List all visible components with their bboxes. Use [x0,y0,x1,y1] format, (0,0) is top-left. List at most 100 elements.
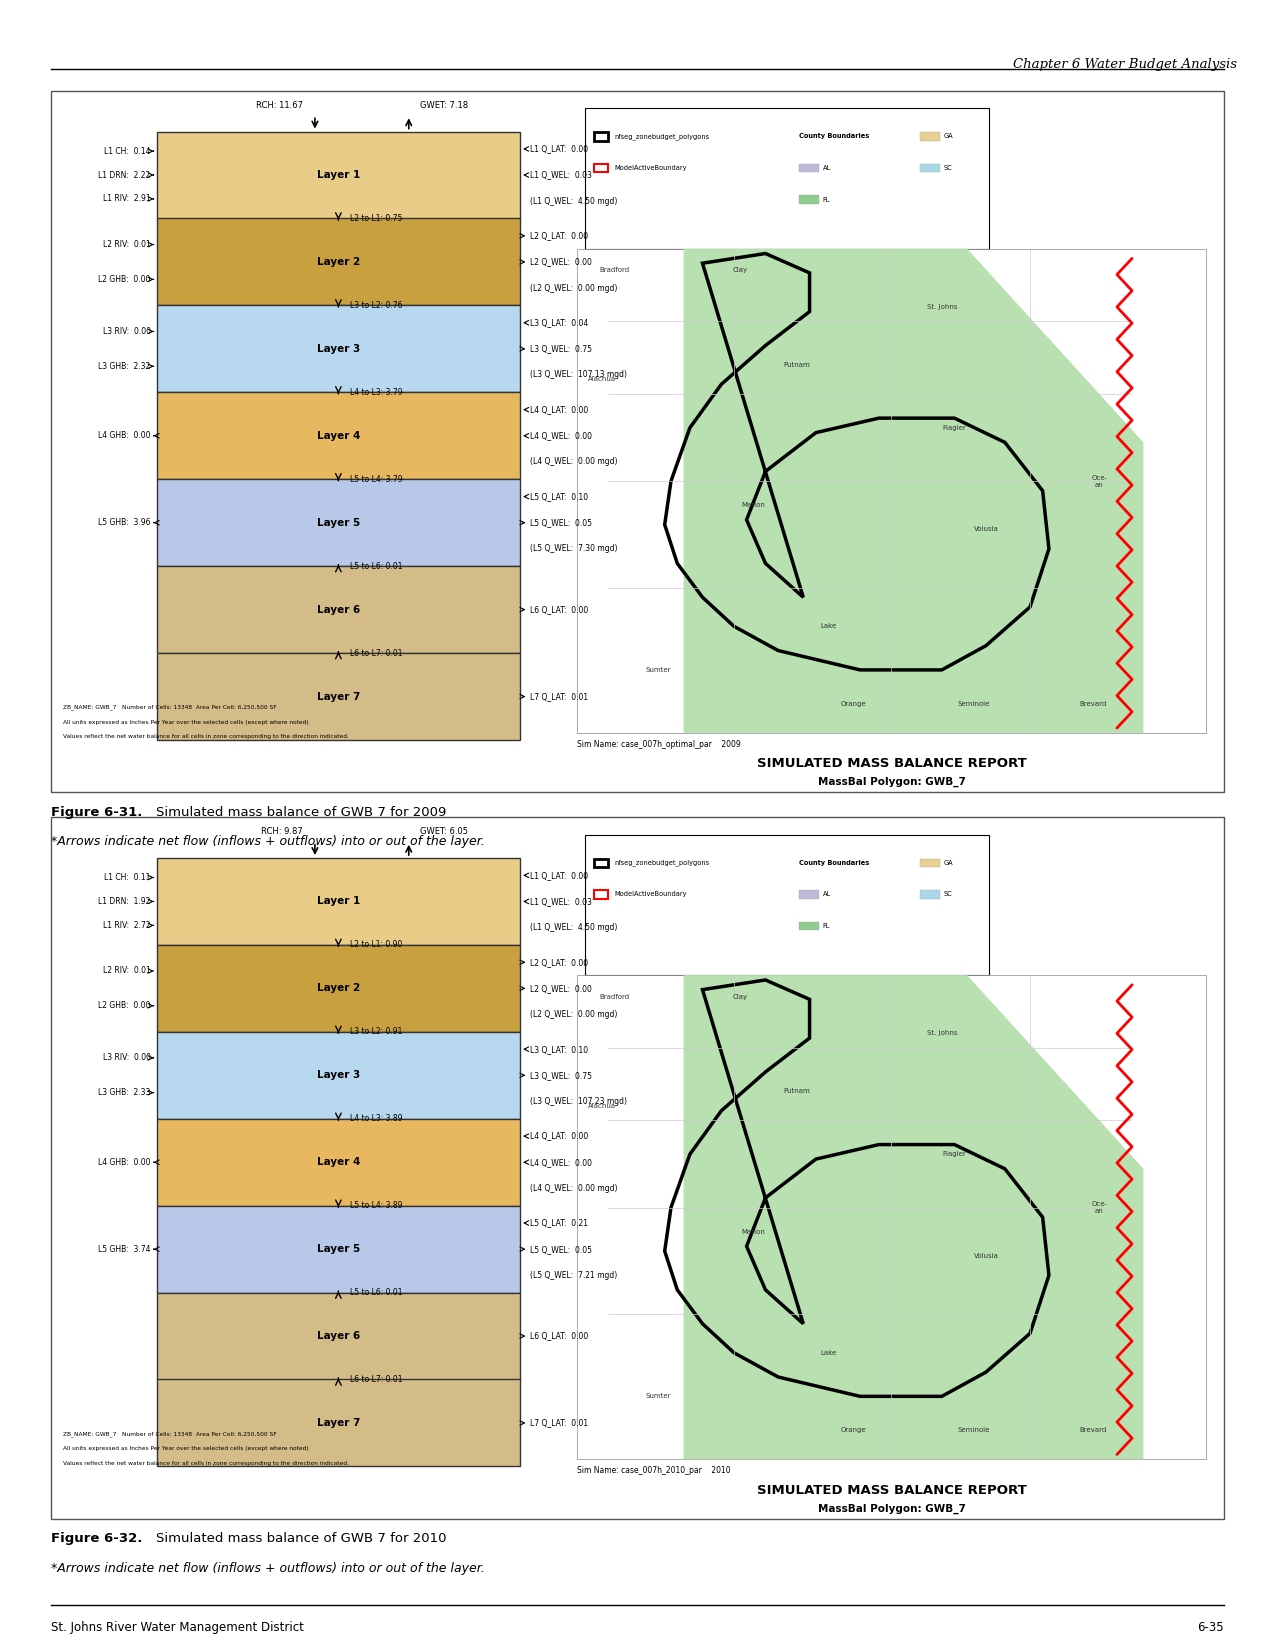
Text: Layer 4: Layer 4 [316,1157,360,1167]
Text: nfseg_zonebudget_polygons: nfseg_zonebudget_polygons [615,860,709,867]
Text: ModelActiveBoundary: ModelActiveBoundary [615,892,686,898]
Text: L3 RIV:  0.00: L3 RIV: 0.00 [103,327,150,335]
Text: Seminole: Seminole [958,1426,989,1433]
Text: L3 to L2: 0.91: L3 to L2: 0.91 [351,1027,403,1037]
Text: Orange: Orange [840,1426,867,1433]
Text: Layer 3: Layer 3 [316,343,360,353]
Text: L4 Q_LAT:  0.00: L4 Q_LAT: 0.00 [529,1131,588,1141]
Bar [157,393,520,479]
Text: AL: AL [822,165,831,172]
Text: L4 Q_LAT:  0.00: L4 Q_LAT: 0.00 [529,404,588,414]
Text: Layer 7: Layer 7 [316,1418,360,1428]
Text: (L1 Q_WEL:  4.50 mgd): (L1 Q_WEL: 4.50 mgd) [529,923,617,933]
Bar [799,195,819,203]
Text: Layer 6: Layer 6 [316,1331,360,1341]
Text: L2 to L1: 0.75: L2 to L1: 0.75 [351,215,403,223]
Bar [576,249,1206,733]
Text: Sim Name: case_007h_2010_par    2010: Sim Name: case_007h_2010_par 2010 [576,1466,731,1476]
Text: Sumter: Sumter [645,1393,671,1400]
Text: ZB_NAME: GWB_7   Number of Cells: 13348  Area Per Cell: 6,250,500 SF: ZB_NAME: GWB_7 Number of Cells: 13348 Ar… [62,1431,277,1436]
Text: Layer 5: Layer 5 [316,1245,360,1255]
Text: L3 RIV:  0.00: L3 RIV: 0.00 [103,1053,150,1062]
Text: Layer 1: Layer 1 [316,170,360,180]
Text: GA: GA [944,860,952,865]
Text: (L2 Q_WEL:  0.00 mgd): (L2 Q_WEL: 0.00 mgd) [529,1010,617,1019]
Text: Alachua: Alachua [588,376,616,383]
Text: MassBal Polygon: GWB_7: MassBal Polygon: GWB_7 [817,1504,965,1514]
Text: (L5 Q_WEL:  7.30 mgd): (L5 Q_WEL: 7.30 mgd) [529,545,617,553]
Text: GWET: 7.18: GWET: 7.18 [421,101,469,109]
Bar [576,976,1206,1459]
Text: L7 Q_LAT:  0.01: L7 Q_LAT: 0.01 [529,692,588,702]
Text: SIMULATED MASS BALANCE REPORT: SIMULATED MASS BALANCE REPORT [756,758,1026,771]
Text: L4 Q_WEL:  0.00: L4 Q_WEL: 0.00 [529,431,592,441]
Text: Clay: Clay [733,267,748,274]
Text: MassBal Polygon: GWB_7: MassBal Polygon: GWB_7 [817,778,965,788]
Text: Oce-
an: Oce- an [1091,1200,1107,1213]
Text: Simulated mass balance of GWB 7 for 2009: Simulated mass balance of GWB 7 for 2009 [156,806,446,819]
Bar [585,109,989,249]
Bar [157,218,520,305]
Bar [157,479,520,566]
Text: L1 Q_WEL:  0.03: L1 Q_WEL: 0.03 [529,170,592,180]
Text: Bradford: Bradford [599,267,630,274]
Text: L2 GHB:  0.00: L2 GHB: 0.00 [98,274,150,284]
Text: All units expressed as Inches Per Year over the selected cells (except where not: All units expressed as Inches Per Year o… [62,720,309,725]
Text: Marion: Marion [741,1228,765,1235]
Text: St. Johns: St. Johns [927,304,958,310]
Text: 6-35: 6-35 [1197,1621,1224,1634]
Text: L5 GHB:  3.74: L5 GHB: 3.74 [98,1245,150,1253]
Text: Simulated mass balance of GWB 7 for 2010: Simulated mass balance of GWB 7 for 2010 [156,1532,446,1545]
Text: Putnam: Putnam [784,1088,811,1095]
Text: L1 RIV:  2.72: L1 RIV: 2.72 [103,921,150,930]
Text: L5 to L6: 0.01: L5 to L6: 0.01 [351,561,403,571]
Text: SC: SC [944,892,952,898]
Text: Layer 5: Layer 5 [316,518,360,528]
Text: L5 Q_WEL:  0.05: L5 Q_WEL: 0.05 [529,518,592,527]
Text: (L4 Q_WEL:  0.00 mgd): (L4 Q_WEL: 0.00 mgd) [529,1184,617,1192]
Text: L5 GHB:  3.96: L5 GHB: 3.96 [98,518,150,527]
Text: Brevard: Brevard [1080,1426,1107,1433]
Text: L1 DRN:  2.22: L1 DRN: 2.22 [98,170,150,180]
Text: Seminole: Seminole [958,700,989,707]
Text: *Arrows indicate net flow (inflows + outflows) into or out of the layer.: *Arrows indicate net flow (inflows + out… [51,1562,485,1575]
Text: Chapter 6 Water Budget Analysis: Chapter 6 Water Budget Analysis [1012,58,1237,71]
Polygon shape [683,976,1144,1459]
Text: RCH: 9.87: RCH: 9.87 [261,827,303,835]
Text: Layer 4: Layer 4 [316,431,360,441]
Text: Lake: Lake [820,1351,836,1355]
Text: (L2 Q_WEL:  0.00 mgd): (L2 Q_WEL: 0.00 mgd) [529,284,617,292]
Text: Volusia: Volusia [974,1253,998,1260]
Text: County Boundaries: County Boundaries [799,134,870,139]
Text: L1 DRN:  1.92: L1 DRN: 1.92 [98,896,150,906]
Text: L1 Q_WEL:  0.03: L1 Q_WEL: 0.03 [529,896,592,906]
Text: L6 Q_LAT:  0.00: L6 Q_LAT: 0.00 [529,1332,588,1341]
Text: L6 Q_LAT:  0.00: L6 Q_LAT: 0.00 [529,606,588,614]
Text: *Arrows indicate net flow (inflows + outflows) into or out of the layer.: *Arrows indicate net flow (inflows + out… [51,835,485,849]
Bar [921,859,940,867]
Text: (L5 Q_WEL:  7.21 mgd): (L5 Q_WEL: 7.21 mgd) [529,1271,617,1280]
Bar [157,566,520,654]
Text: nfseg_zonebudget_polygons: nfseg_zonebudget_polygons [615,134,709,140]
Text: GA: GA [944,134,952,139]
Text: L5 to L4: 3.79: L5 to L4: 3.79 [351,475,403,484]
Bar [157,1293,520,1380]
Bar [157,944,520,1032]
Bar [157,305,520,393]
Text: L2 RIV:  0.01: L2 RIV: 0.01 [103,966,150,976]
Text: Figure 6-31.: Figure 6-31. [51,806,143,819]
Text: ZB_NAME: GWB_7   Number of Cells: 13348  Area Per Cell: 6,250,500 SF: ZB_NAME: GWB_7 Number of Cells: 13348 Ar… [62,705,277,710]
Text: L4 to L3: 3.89: L4 to L3: 3.89 [351,1114,403,1123]
Text: L2 to L1: 0.90: L2 to L1: 0.90 [351,941,403,949]
Text: Values reflect the net water balance for all cells in zone corresponding to the : Values reflect the net water balance for… [62,1461,348,1466]
Text: SC: SC [944,165,952,172]
Text: FL: FL [822,196,830,203]
Bar [157,1380,520,1466]
Text: Values reflect the net water balance for all cells in zone corresponding to the : Values reflect the net water balance for… [62,735,348,740]
Text: L1 RIV:  2.91: L1 RIV: 2.91 [103,195,150,203]
Text: (L4 Q_WEL:  0.00 mgd): (L4 Q_WEL: 0.00 mgd) [529,457,617,466]
Text: Layer 7: Layer 7 [316,692,360,702]
Text: L3 GHB:  2.32: L3 GHB: 2.32 [98,362,150,371]
Bar [594,132,608,140]
Text: L3 GHB:  2.33: L3 GHB: 2.33 [98,1088,150,1098]
